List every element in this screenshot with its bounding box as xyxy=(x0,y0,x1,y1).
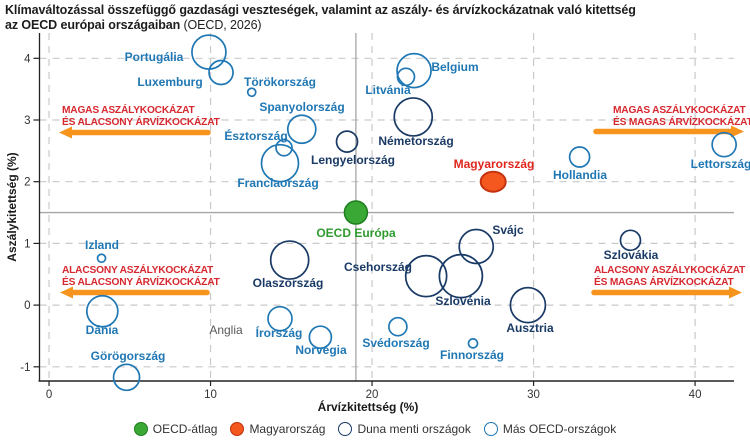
country-bubble xyxy=(388,316,408,337)
country-bubble xyxy=(396,52,432,89)
country-label: Franciaország xyxy=(237,176,318,190)
country-label: Csehország xyxy=(344,260,412,274)
country-label: Olaszország xyxy=(253,276,324,290)
legend: OECD-átlag Magyarország Duna menti országo… xyxy=(0,422,750,436)
country-bubble xyxy=(208,59,234,86)
country-bubble xyxy=(246,87,257,98)
country-bubble xyxy=(112,363,141,392)
country-bubble xyxy=(467,338,479,349)
y-tick-label: 4 xyxy=(24,53,31,65)
country-label: Norvégia xyxy=(295,343,347,357)
legend-item: Más OECD-országok xyxy=(483,422,617,436)
country-bubble xyxy=(335,130,359,153)
country-label: Belgium xyxy=(431,60,478,74)
y-tick-label: 3 xyxy=(24,115,30,127)
country-label: Görögország xyxy=(91,349,166,363)
chart-title-line2: az OECD európai országaiban xyxy=(5,18,181,32)
x-tick-label: 20 xyxy=(366,389,379,401)
country-bubble xyxy=(568,146,591,168)
country-bubble xyxy=(85,294,119,328)
x-tick-label: 10 xyxy=(204,389,217,401)
y-axis-title: Aszálykitettség (%) xyxy=(5,152,19,261)
legend-swatch-orange-filled xyxy=(230,422,245,436)
country-bubble xyxy=(260,143,300,183)
quadrant-label: ÉS ALACSONY ÁRVÍZKOCKÁZAT xyxy=(62,275,221,288)
quadrant-arrow-head xyxy=(731,125,744,138)
country-bubble xyxy=(438,253,484,299)
country-label: Litvánia xyxy=(365,83,411,97)
country-label: Törökország xyxy=(244,75,316,89)
x-tick-label: 30 xyxy=(527,389,540,401)
country-label: Lettország xyxy=(691,157,750,171)
country-bubble xyxy=(404,254,448,298)
country-bubble xyxy=(96,253,107,264)
country-bubble xyxy=(393,97,434,137)
country-bubble xyxy=(308,325,333,350)
country-label: Szlovákia xyxy=(604,248,659,262)
chart-title-source: (OECD, 2026) xyxy=(180,18,262,32)
legend-item: Magyarország xyxy=(230,422,325,436)
country-bubble xyxy=(711,131,737,158)
country-bubble xyxy=(509,286,547,324)
legend-item: Duna menti országok xyxy=(338,422,471,436)
country-bubble xyxy=(275,138,293,157)
country-label: Dánia xyxy=(86,323,119,337)
country-label: Svédország xyxy=(362,336,429,350)
y-tick-label: 2 xyxy=(24,177,30,189)
x-tick-label: 40 xyxy=(689,389,702,401)
legend-label: OECD-átlag xyxy=(152,422,218,436)
x-axis-title: Árvízkitettség (%) xyxy=(318,399,419,414)
country-bubble xyxy=(269,240,310,280)
country-bubble xyxy=(396,67,416,87)
country-label: Svájc xyxy=(492,223,524,237)
chart-title: Klímaváltozással összefüggő gazdasági ve… xyxy=(5,3,749,33)
country-label: OECD Európa xyxy=(316,226,396,240)
legend-label: Duna menti országok xyxy=(357,422,471,436)
country-label: Hollandia xyxy=(553,168,607,182)
country-label: Észtország xyxy=(224,128,287,143)
country-label: Lengyelország xyxy=(311,153,395,167)
quadrant-label: ÉS MAGAS ÁRVÍZKOCKÁZAT xyxy=(594,275,735,288)
country-label: Izland xyxy=(85,238,119,252)
quadrant-label: MAGAS ASZÁLYKOCKÁZAT xyxy=(613,103,747,116)
country-label: Németország xyxy=(378,134,453,148)
quadrant-label: ÉS ALACSONY ÁRVÍZKOCKÁZAT xyxy=(62,115,221,128)
country-label: Írország xyxy=(256,325,303,340)
quadrant-label: ÉS MAGAS ÁRVÍZKOCKÁZAT xyxy=(613,115,750,128)
legend-label: Magyarország xyxy=(249,422,326,436)
quadrant-label: ALACSONY ASZÁLYKOCKÁZAT xyxy=(62,263,214,276)
quadrant-arrow-head xyxy=(59,126,72,139)
country-label: Portugália xyxy=(125,50,184,64)
country-label: Magyarország xyxy=(454,157,535,171)
legend-label: Más OECD-országok xyxy=(502,422,617,436)
country-label: Anglia xyxy=(209,323,243,337)
quadrant-arrow-head xyxy=(60,286,73,299)
country-bubble xyxy=(286,114,317,145)
x-tick-label: 0 xyxy=(46,389,52,401)
country-label: Ausztria xyxy=(506,321,554,335)
legend-swatch-green-filled xyxy=(133,422,148,436)
y-tick-label: 0 xyxy=(24,300,30,312)
quadrant-arrow-head xyxy=(729,286,742,299)
country-label: Spanyolország xyxy=(259,100,344,114)
y-tick-label: -1 xyxy=(20,362,30,374)
country-bubble xyxy=(267,305,293,332)
quadrant-label: ALACSONY ASZÁLYKOCKÁZAT xyxy=(594,263,746,276)
hungary-dot xyxy=(479,170,507,193)
y-tick-label: 1 xyxy=(24,238,30,250)
country-label: Luxemburg xyxy=(137,75,202,89)
country-label: Szlovénia xyxy=(435,294,491,308)
country-bubble xyxy=(191,34,227,70)
legend-item: OECD-átlag xyxy=(133,422,218,436)
country-bubble xyxy=(619,229,642,252)
chart-title-line1: Klímaváltozással összefüggő gazdasági ve… xyxy=(5,3,636,17)
oecd-average-dot xyxy=(343,200,369,225)
country-bubble xyxy=(458,228,495,265)
quadrant-label: MAGAS ASZÁLYKOCKÁZAT xyxy=(62,103,196,116)
legend-swatch-blue-outline xyxy=(483,422,498,436)
country-label: Finnország xyxy=(440,348,504,362)
legend-swatch-navy-outline xyxy=(338,422,353,436)
